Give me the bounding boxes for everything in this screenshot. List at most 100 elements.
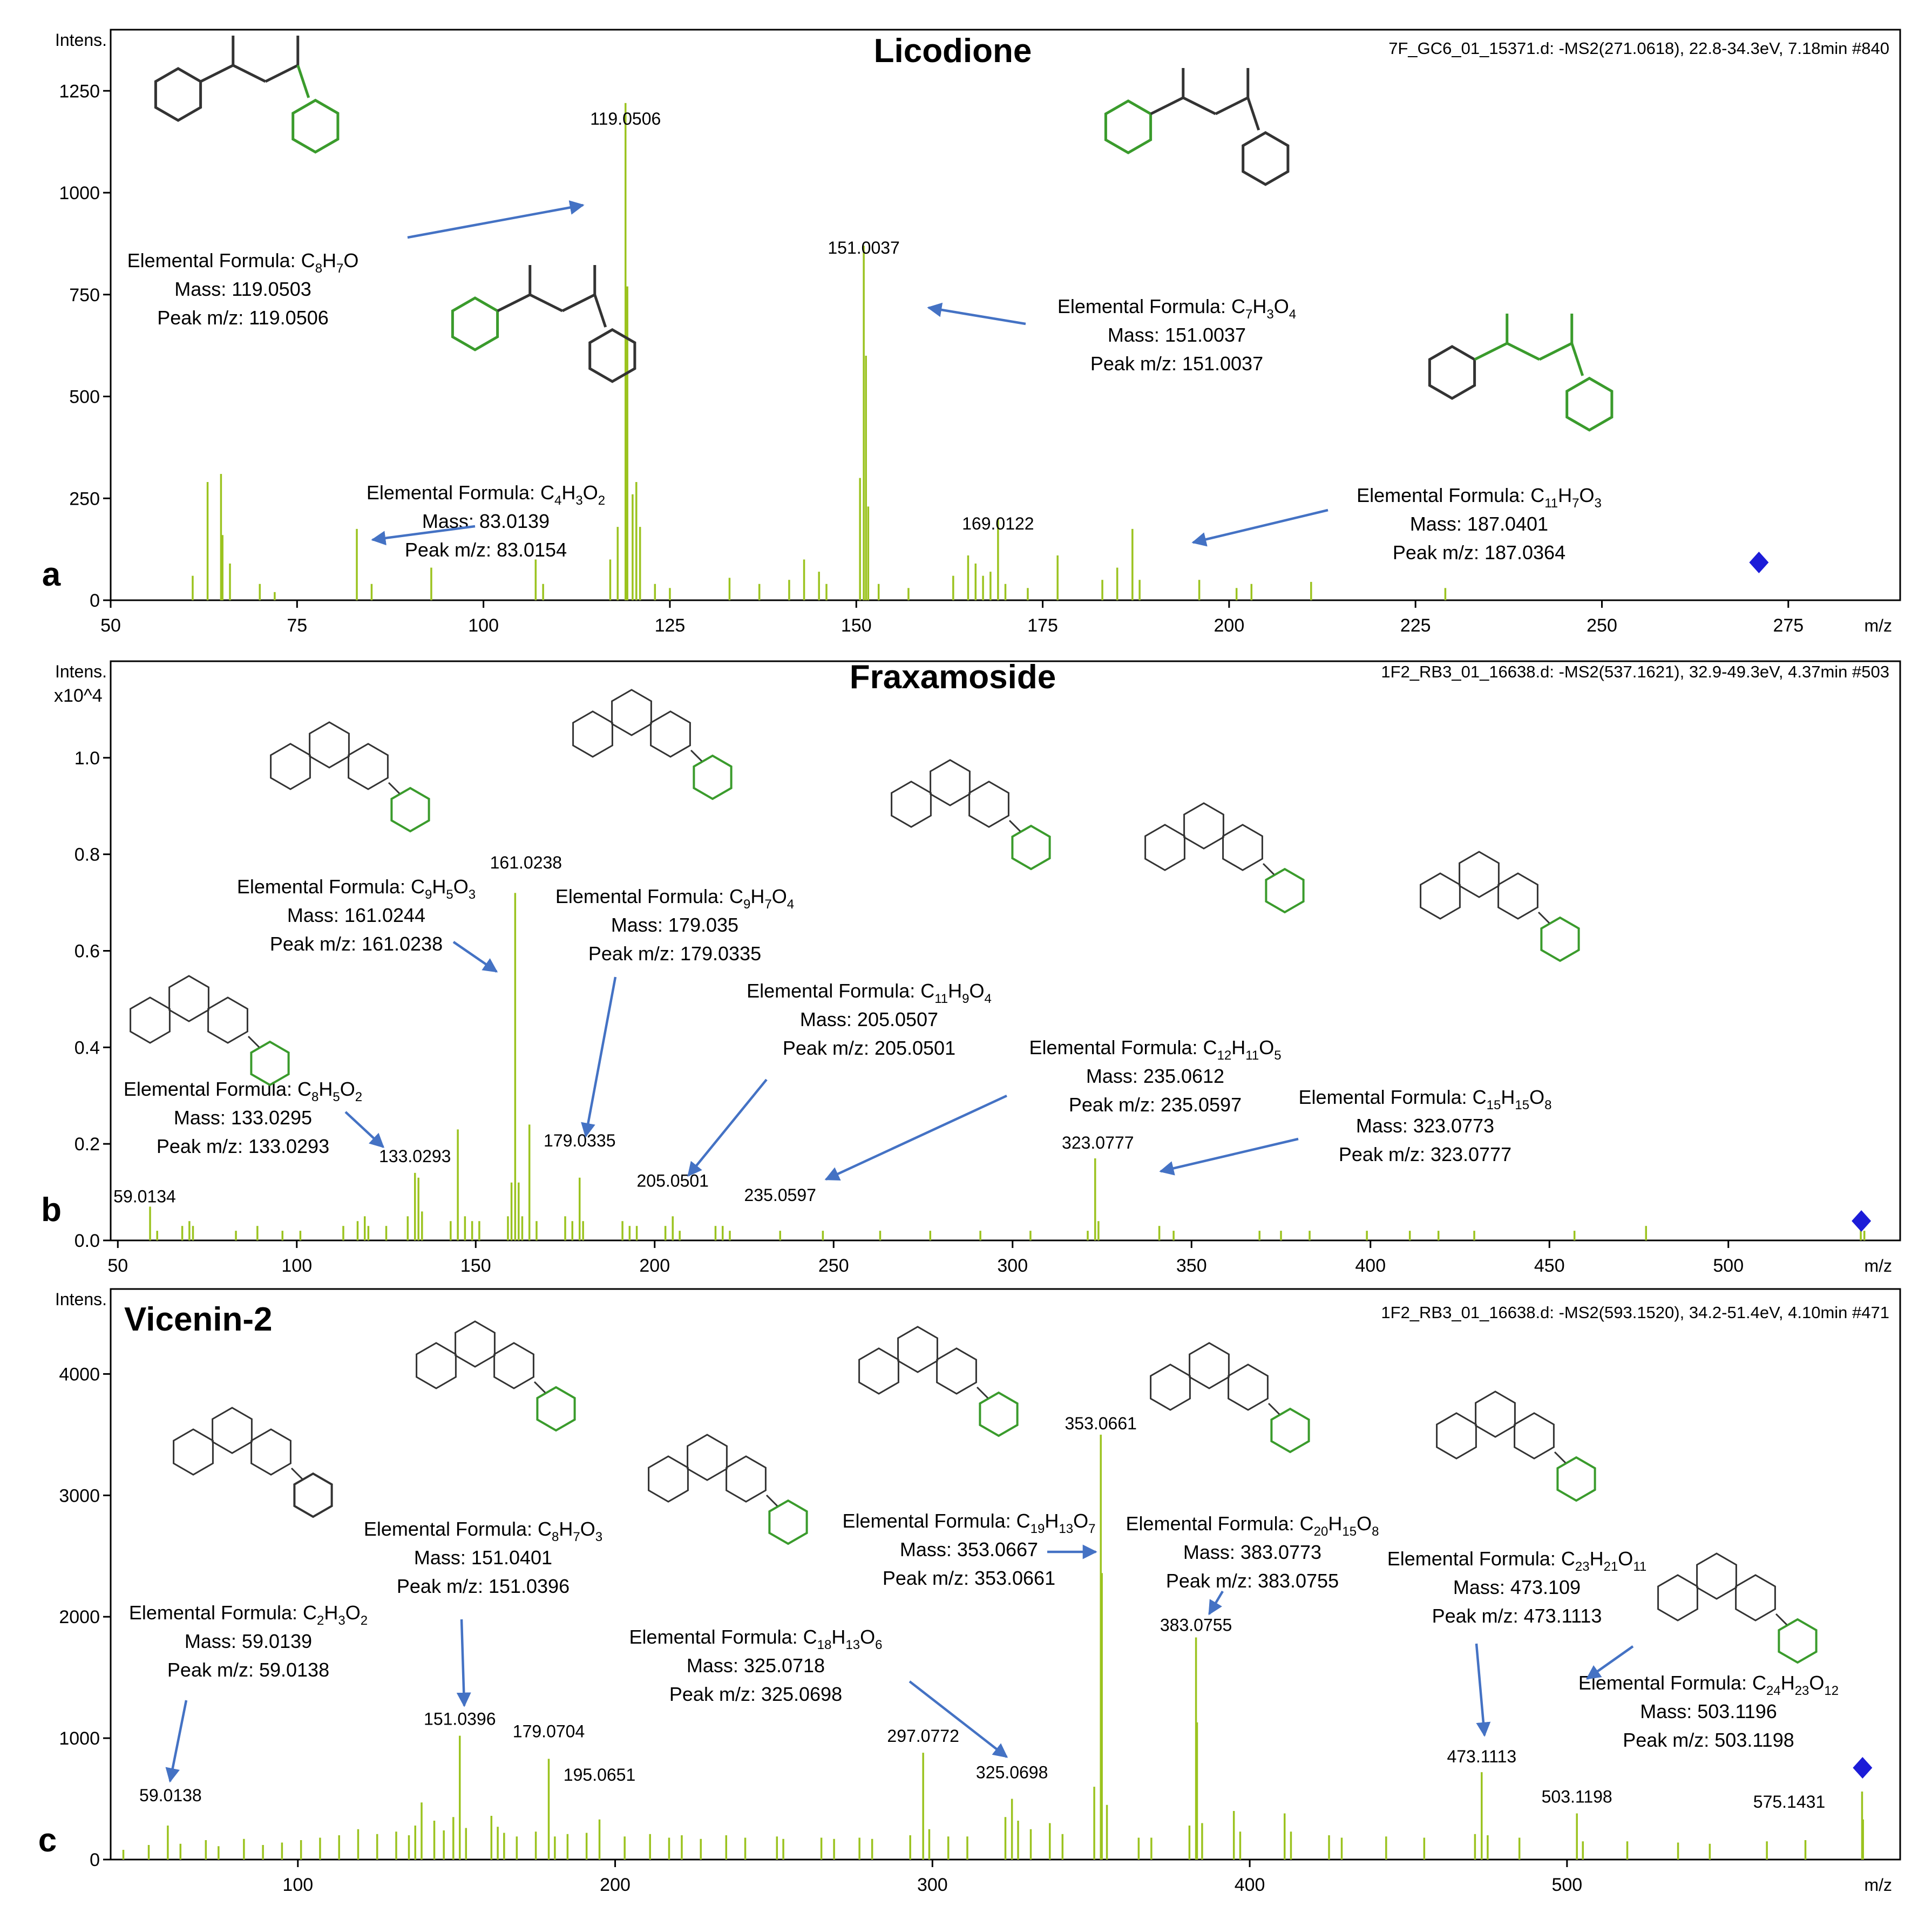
fragment-formula: Elemental Formula: C8H7O [127,249,359,276]
formula-subscript: 12 [1824,1684,1839,1698]
x-tick-label: 100 [281,1256,312,1276]
compound-title: Licodione [874,32,1032,70]
x-axis-label: m/z [1864,1875,1892,1895]
ring-structure [968,781,1009,828]
peak-label: 59.0138 [139,1786,202,1805]
fragment-mass: Mass: 473.109 [1453,1576,1581,1598]
formula-subscript: 2 [317,1613,324,1628]
formula-element: O [345,1602,361,1624]
bond-line [1215,96,1249,116]
fragment-formula: Elemental Formula: C15H15O8 [1299,1086,1552,1112]
formula-subscript: 4 [554,493,561,508]
ring-structure [1270,1407,1310,1454]
ring-structure [1657,1574,1698,1622]
ring-structure [648,1455,689,1503]
bond-line [1538,342,1572,361]
x-tick-label: 400 [1235,1875,1265,1895]
formula-subscript: 24 [1766,1684,1781,1698]
formula-subscript: 7 [336,261,343,276]
formula-subscript: 3 [1595,496,1602,511]
bond-line [533,1381,546,1394]
annotation-arrow [1475,1643,1491,1737]
fragment-mass: Mass: 323.0773 [1356,1115,1494,1137]
ring-structure [1222,824,1263,871]
fragment-formula: Elemental Formula: C23H21O11 [1387,1548,1646,1574]
x-tick-label: 50 [100,615,121,636]
y-tick-label: 1250 [59,81,100,101]
bond-line [1267,1402,1280,1415]
fragment-mass: Mass: 151.0401 [414,1546,552,1569]
precursor-marker [1749,552,1769,573]
formula-subscript: 6 [875,1638,882,1652]
bond-line [290,1467,303,1480]
ring-structure [348,743,389,790]
formula-element: Elemental Formula: C [237,876,425,898]
ring-structure [1228,1363,1269,1411]
fragment-formula: Elemental Formula: C9H5O3 [237,876,476,902]
formula-element: H [432,876,446,898]
formula-element: O [970,980,985,1002]
formula-subscript: 8 [1372,1524,1379,1539]
formula-element: Elemental Formula: C [1387,1548,1575,1570]
fragment-formula: Elemental Formula: C9H7O4 [555,885,794,912]
panel-letter: c [38,1822,57,1859]
bond-line [529,293,563,313]
formula-subscript: 11 [1633,1559,1646,1574]
y-tick-label: 0.2 [74,1134,100,1155]
formula-subscript: 8 [315,261,322,276]
y-tick-label: 500 [69,387,100,408]
formula-subscript: 12 [1217,1048,1232,1063]
compound-title: Fraxamoside [850,659,1056,696]
y-tick-label: 0.4 [74,1037,100,1058]
annotation-arrow [1208,1590,1224,1616]
formula-subscript: 11 [1544,496,1558,511]
spectrum-header: 1F2_RB3_01_16638.d: -MS2(593.1520), 34.2… [1381,1303,1889,1322]
annotation-arrow [687,1078,768,1177]
panel-letter: a [42,556,61,593]
peak-label: 133.0293 [379,1146,451,1166]
ring-structure [1459,851,1500,898]
fragment-peak-mz: Peak m/z: 179.0335 [588,942,761,965]
x-tick-label: 300 [997,1256,1028,1276]
y-tick-label: 1000 [59,1728,100,1749]
fragment-mass: Mass: 353.0667 [900,1538,1038,1561]
ring-structure [309,721,350,769]
peak-label: 205.0501 [637,1171,709,1190]
y-tick-label: 3000 [59,1485,100,1506]
bond-line [1246,97,1260,131]
formula-element: Elemental Formula: C [555,885,743,907]
peak-label: 297.0772 [887,1726,959,1746]
formula-element: Elemental Formula: C [127,249,315,272]
y-tick-label: 2000 [59,1607,100,1627]
fragment-mass: Mass: 151.0037 [1108,324,1246,346]
formula-element: H [561,481,575,504]
ring-structure [250,1040,290,1087]
formula-element: H [559,1518,573,1540]
formula-element: Elemental Formula: C [1029,1036,1217,1059]
fragment-mass: Mass: 179.035 [611,914,738,936]
ring-structure [293,1472,333,1518]
fragment-peak-mz: Peak m/z: 161.0238 [270,933,443,955]
formula-element: Elemental Formula: C [124,1078,311,1100]
fragment-peak-mz: Peak m/z: 83.0154 [405,539,567,561]
ring-structure [930,759,971,806]
ring-structure [891,781,932,828]
ring-structure [611,689,652,736]
formula-element: O [1809,1672,1824,1694]
precursor-marker [1852,1210,1872,1232]
annotation-arrow [165,1700,188,1783]
x-tick-label: 500 [1551,1875,1582,1895]
formula-element: Elemental Formula: C [129,1602,317,1624]
x-tick-label: 100 [282,1875,313,1895]
ring-structure [493,1342,534,1389]
peak-label: 473.1113 [1447,1747,1516,1766]
ring-structure [207,996,248,1044]
formula-element: Elemental Formula: C [843,1510,1031,1532]
formula-subscript: 2 [361,1613,368,1628]
formula-element: Elemental Formula: C [364,1518,552,1540]
peak-label: 169.0122 [962,514,1034,533]
peak-label: 179.0704 [513,1721,585,1741]
ring-structure [455,1320,496,1368]
x-tick-label: 225 [1400,615,1431,636]
